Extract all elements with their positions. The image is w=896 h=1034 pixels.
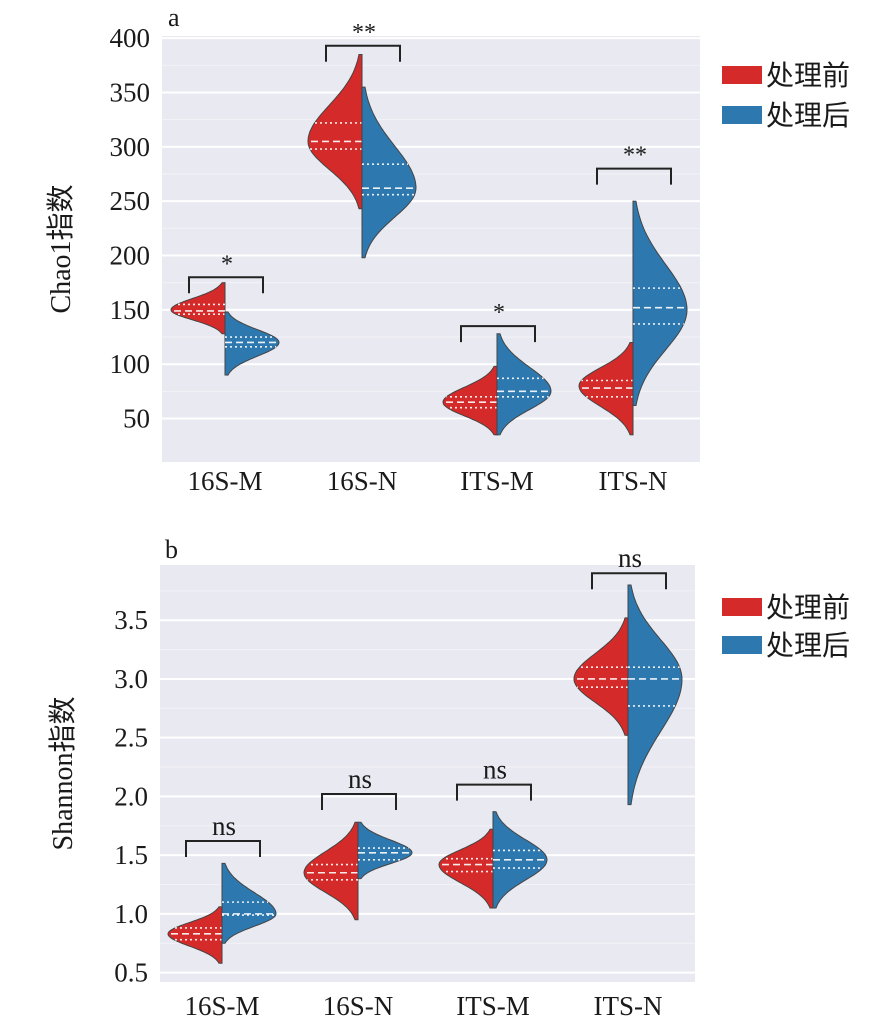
chart-panel-b: 0.5 1.0 1.5 2.0 2.5 3.0 3.5 Shannon指数 b 16S-M 16S-… — [47, 535, 850, 1021]
violin-half — [224, 311, 280, 376]
violin-half — [357, 821, 413, 880]
y-axis-title: Chao1指数 — [45, 184, 77, 313]
violin-after — [221, 862, 277, 944]
significance-bracket — [456, 783, 532, 801]
legend-swatch — [722, 636, 762, 654]
significance-label: ns — [618, 543, 642, 573]
x-tick-label: ITS-N — [594, 991, 663, 1021]
legend-label: 处理前 — [766, 60, 850, 92]
significance-bracket — [596, 167, 672, 185]
x-tick-label: 16S-N — [327, 466, 398, 496]
significance-label: ** — [352, 20, 376, 46]
violin-half — [221, 862, 277, 944]
violin-after — [224, 311, 280, 376]
violin-after — [627, 584, 683, 806]
violin-before — [307, 53, 363, 210]
significance-bracket — [460, 325, 536, 343]
significance-bracket — [185, 840, 261, 858]
violin-half — [303, 821, 359, 921]
y-tick-label: 3.0 — [114, 664, 148, 694]
legend-swatch — [722, 106, 762, 124]
significance-label: ns — [348, 764, 372, 794]
y-tick-label: 200 — [110, 241, 151, 271]
violin-half — [627, 584, 683, 806]
violin-after — [632, 200, 688, 407]
legend-label: 处理前 — [766, 592, 850, 624]
significance-label: ns — [212, 811, 236, 841]
violin-after — [496, 333, 552, 436]
violin-half — [573, 617, 629, 736]
significance-label: * — [493, 300, 505, 326]
y-tick-label: 2.0 — [114, 781, 148, 811]
y-tick-label: 300 — [110, 132, 151, 162]
x-tick-label: ITS-N — [599, 466, 668, 496]
legend-swatch — [722, 66, 762, 84]
violin-half — [167, 906, 223, 964]
panel-label: b — [165, 535, 178, 564]
y-tick-label: 100 — [110, 349, 151, 379]
violin-half — [442, 365, 498, 436]
significance-bracket — [321, 793, 397, 811]
y-tick-label: 250 — [110, 186, 151, 216]
y-axis-title: Shannon指数 — [47, 696, 79, 850]
violin-half — [170, 282, 226, 335]
y-tick-label: 350 — [110, 78, 151, 108]
y-tick-label: 50 — [123, 404, 150, 434]
legend-label: 处理后 — [766, 630, 850, 662]
y-tick-label: 1.0 — [114, 899, 148, 929]
violin-before — [438, 828, 494, 909]
y-tick-label: 400 — [110, 23, 151, 53]
x-tick-label: ITS-M — [460, 466, 534, 496]
legend-item-before: 处理前 — [722, 60, 850, 92]
significance-label: ** — [623, 143, 647, 169]
violin-after — [492, 811, 548, 909]
violin-after — [361, 86, 417, 259]
x-tick-label: 16S-N — [323, 991, 394, 1021]
violin-before — [303, 821, 359, 921]
violin-before — [578, 341, 634, 436]
legend-item-before: 处理前 — [722, 592, 850, 624]
legend-label: 处理后 — [766, 100, 850, 132]
y-tick-label: 1.5 — [114, 840, 148, 870]
violin-before — [442, 365, 498, 436]
legend-item-after: 处理后 — [722, 630, 850, 662]
significance-bracket — [325, 44, 401, 62]
violin-after — [357, 821, 413, 880]
violin-half — [496, 333, 552, 436]
legend-swatch — [722, 598, 762, 616]
x-tick-label: ITS-M — [456, 991, 530, 1021]
violin-before — [167, 906, 223, 964]
legend-item-after: 处理后 — [722, 100, 850, 132]
violin-half — [632, 200, 688, 407]
violin-half — [438, 828, 494, 909]
y-tick-label: 0.5 — [114, 958, 148, 988]
violin-half — [307, 53, 363, 210]
significance-bracket — [188, 276, 264, 294]
y-tick-label: 3.5 — [114, 605, 148, 635]
violin-before — [170, 282, 226, 335]
y-tick-label: 150 — [110, 295, 151, 325]
x-tick-label: 16S-M — [187, 466, 262, 496]
panel-label: a — [168, 3, 180, 32]
significance-label: ns — [483, 755, 507, 785]
significance-bracket — [591, 572, 667, 590]
violin-half — [361, 86, 417, 259]
significance-label: * — [221, 251, 233, 277]
chart-panel-a: 50 100 150 200 250 300 350 400 Chao1指数 a 16S-M 16S-… — [45, 3, 850, 496]
violin-before — [573, 617, 629, 736]
y-tick-label: 2.5 — [114, 723, 148, 753]
x-tick-label: 16S-M — [184, 991, 259, 1021]
